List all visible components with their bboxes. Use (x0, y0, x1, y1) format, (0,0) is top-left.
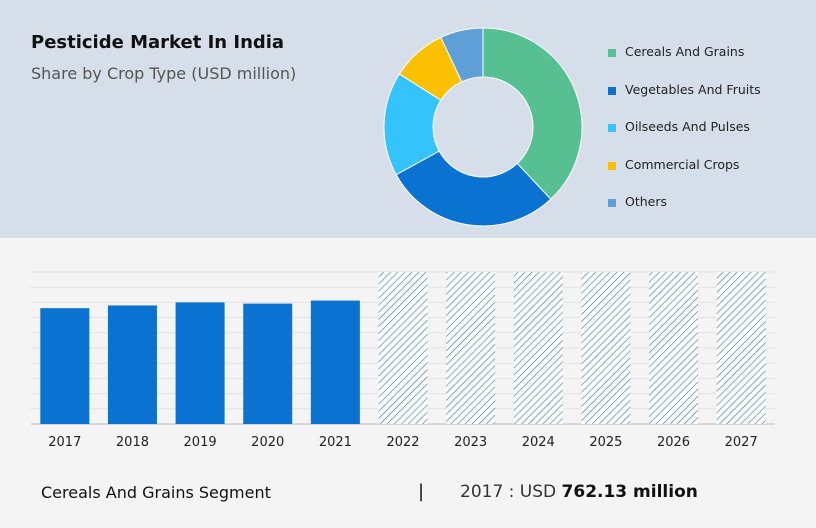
bar-forecast-2026 (649, 272, 699, 424)
chart-title: Pesticide Market In India (31, 32, 285, 53)
legend-swatch (608, 124, 616, 132)
donut-slice-4 (440, 27, 484, 83)
legend-item: Commercial Crops (608, 157, 761, 195)
bar-forecast-2022 (378, 272, 428, 424)
x-tick-label: 2025 (589, 435, 622, 450)
x-tick-label: 2026 (657, 435, 690, 450)
footer-value: 2017 : USD 762.13 million (460, 482, 698, 502)
legend-swatch (608, 86, 616, 95)
legend-item: Vegetables And Fruits (608, 82, 761, 120)
chart-subtitle: Share by Crop Type (USD million) (31, 64, 297, 83)
legend-swatch (608, 49, 616, 57)
legend-label: Others (625, 194, 668, 209)
footer-segment-label: Cereals And Grains Segment (41, 483, 271, 502)
bar-forecast-2023 (446, 272, 496, 424)
donut-slice-0 (482, 27, 583, 200)
legend-swatch (608, 161, 616, 170)
x-tick-label: 2023 (454, 435, 487, 450)
bar-forecast-2025 (581, 272, 631, 424)
footer-value-amount: 762.13 million (561, 482, 698, 502)
legend-item: Cereals And Grains (608, 44, 761, 82)
legend-label: Cereals And Grains (625, 44, 745, 59)
x-tick-label: 2027 (725, 435, 758, 450)
bar-chart: 2017 2018 2019 2020 2021 2022 2023 2024 2025 2026… (31, 271, 775, 450)
x-tick-label: 2019 (184, 435, 217, 450)
legend-item: Oilseeds And Pulses (608, 119, 761, 157)
bar-2019 (175, 302, 225, 424)
x-tick-label: 2021 (319, 435, 352, 450)
legend-swatch (608, 199, 616, 207)
footer-divider: | (418, 481, 425, 502)
donut-slice-1 (395, 150, 552, 227)
legend-label: Oilseeds And Pulses (625, 119, 750, 134)
bar-forecast-2027 (716, 272, 766, 424)
donut-legend: Cereals And Grains Vegetables And Fruits O… (608, 44, 761, 232)
x-tick-label: 2022 (386, 435, 419, 450)
legend-label: Commercial Crops (625, 156, 740, 172)
x-tick-label: 2018 (116, 435, 149, 450)
x-tick-label: 2020 (251, 435, 284, 450)
x-tick-label: 2024 (522, 435, 555, 450)
legend-label: Vegetables And Fruits (625, 81, 761, 97)
bar-2017 (40, 308, 90, 424)
bar-2021 (310, 300, 360, 424)
bar-2018 (107, 305, 157, 424)
footer-value-prefix: 2017 : USD (460, 482, 557, 502)
bar-2020 (243, 303, 293, 424)
donut-chart (383, 27, 583, 227)
legend-item: Others (608, 194, 761, 232)
bar-forecast-2024 (513, 272, 563, 424)
x-tick-label: 2017 (48, 435, 81, 450)
